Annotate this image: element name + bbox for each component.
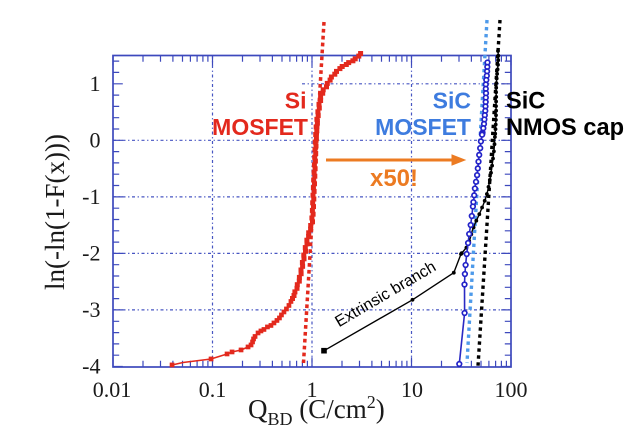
svg-text:0.01: 0.01 (93, 377, 132, 402)
svg-text:NMOS cap: NMOS cap (506, 115, 624, 141)
svg-text:100: 100 (495, 377, 528, 402)
svg-text:-3: -3 (82, 297, 100, 322)
svg-text:1: 1 (307, 377, 318, 402)
svg-text:ln(-ln(1-F(x))): ln(-ln(1-F(x))) (40, 134, 70, 290)
svg-text:x50!: x50! (370, 165, 418, 192)
svg-text:Si: Si (285, 87, 307, 113)
svg-text:-1: -1 (82, 184, 100, 209)
svg-text:1: 1 (90, 71, 101, 96)
svg-text:10: 10 (401, 377, 423, 402)
svg-text:MOSFET: MOSFET (212, 114, 308, 140)
svg-text:0: 0 (90, 127, 101, 152)
svg-text:SiC: SiC (433, 87, 471, 113)
svg-text:-2: -2 (82, 240, 100, 265)
svg-text:-4: -4 (82, 354, 100, 379)
svg-text:0.1: 0.1 (199, 377, 227, 402)
svg-text:QBD (C/cm2): QBD (C/cm2) (248, 392, 385, 429)
svg-text:SiC: SiC (506, 88, 545, 114)
svg-text:MOSFET: MOSFET (375, 114, 471, 140)
